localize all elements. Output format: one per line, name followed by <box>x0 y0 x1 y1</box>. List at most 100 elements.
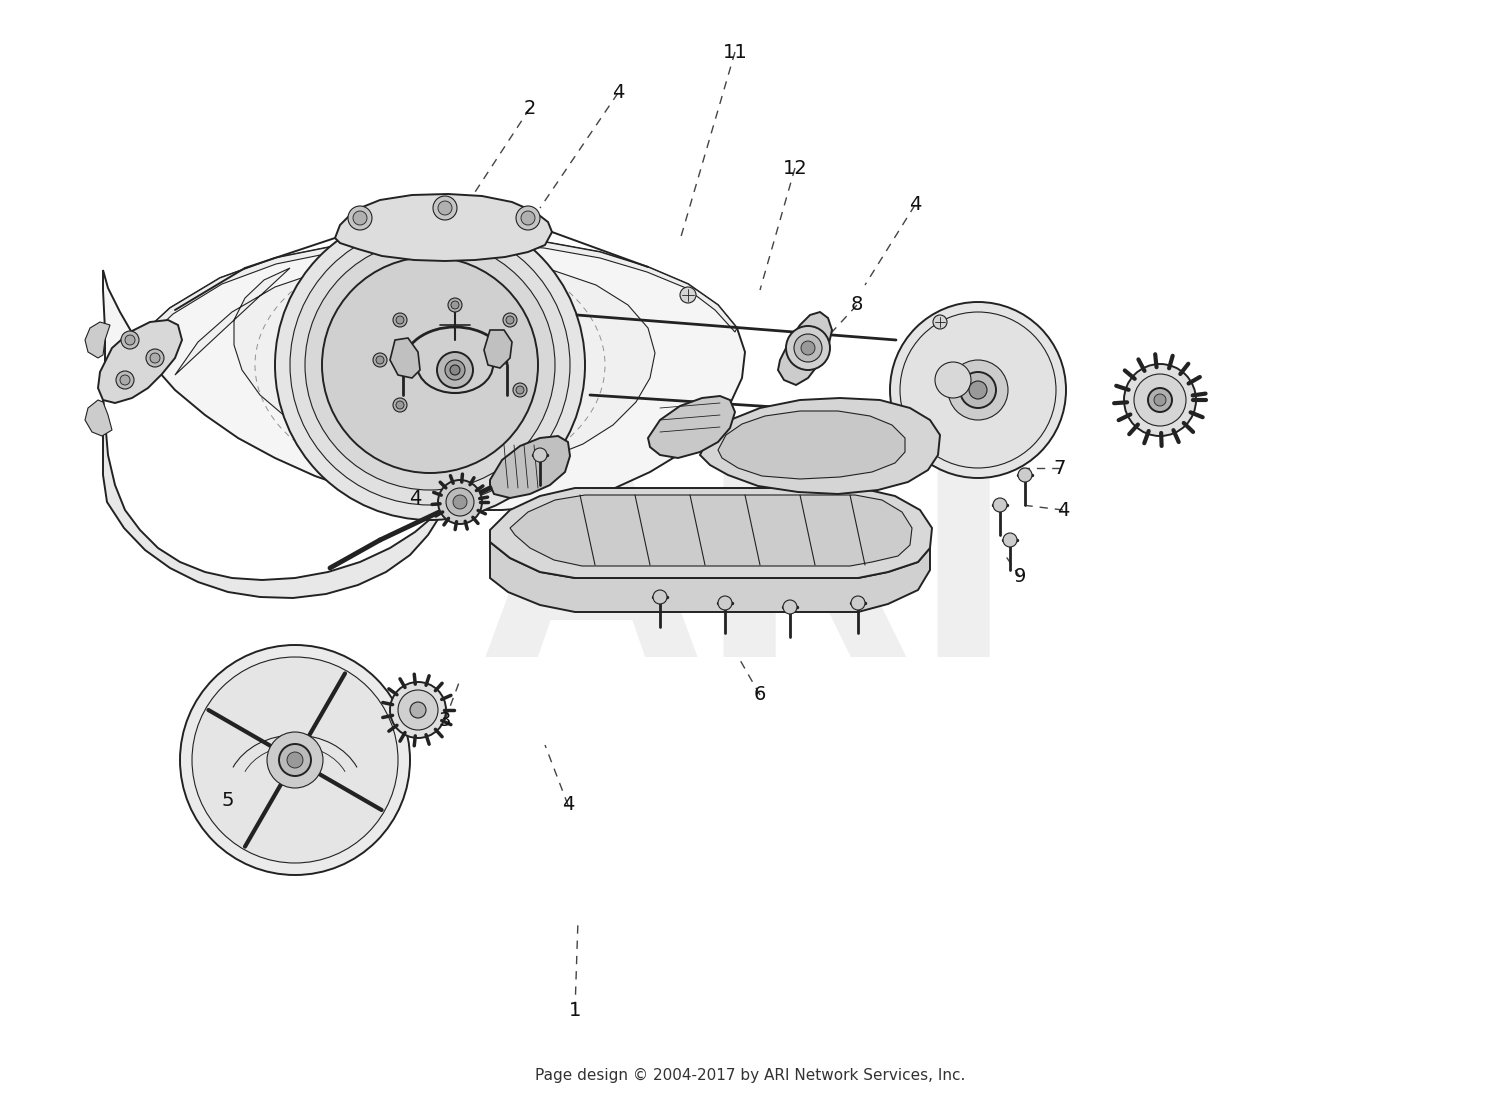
Circle shape <box>352 210 368 225</box>
Text: 4: 4 <box>1058 500 1070 519</box>
Polygon shape <box>510 495 912 566</box>
Text: 4: 4 <box>612 84 624 102</box>
Text: 3: 3 <box>440 711 452 730</box>
Text: 5: 5 <box>222 790 234 810</box>
Circle shape <box>969 381 987 399</box>
Circle shape <box>1004 533 1017 547</box>
Circle shape <box>1154 395 1166 406</box>
Polygon shape <box>86 322 109 358</box>
Text: 7: 7 <box>1054 458 1066 477</box>
Circle shape <box>453 495 466 509</box>
Circle shape <box>322 257 538 473</box>
Circle shape <box>122 331 140 349</box>
Circle shape <box>850 596 865 611</box>
Circle shape <box>446 360 465 380</box>
Text: 2: 2 <box>524 98 536 118</box>
Text: 8: 8 <box>850 295 862 314</box>
Circle shape <box>516 386 524 395</box>
Circle shape <box>290 225 570 505</box>
Circle shape <box>680 287 696 303</box>
Polygon shape <box>390 338 420 378</box>
Circle shape <box>267 732 322 788</box>
Circle shape <box>396 401 404 409</box>
Polygon shape <box>104 395 448 598</box>
Polygon shape <box>104 238 746 510</box>
Circle shape <box>794 334 822 361</box>
Polygon shape <box>490 542 930 612</box>
Circle shape <box>433 196 457 220</box>
Circle shape <box>934 361 970 398</box>
Circle shape <box>520 210 536 225</box>
Circle shape <box>438 201 452 215</box>
Circle shape <box>398 690 438 730</box>
Circle shape <box>652 590 668 604</box>
Circle shape <box>446 488 474 516</box>
Circle shape <box>532 449 548 462</box>
Circle shape <box>1124 364 1196 436</box>
Circle shape <box>124 335 135 345</box>
Circle shape <box>452 301 459 309</box>
Circle shape <box>410 702 426 719</box>
Circle shape <box>448 298 462 312</box>
Text: 6: 6 <box>754 685 766 704</box>
Text: ARI: ARI <box>484 445 1016 715</box>
Circle shape <box>933 315 946 329</box>
Circle shape <box>1134 374 1186 426</box>
Circle shape <box>718 596 732 611</box>
Circle shape <box>376 356 384 364</box>
Text: 1: 1 <box>568 1001 580 1019</box>
Circle shape <box>116 371 134 389</box>
Circle shape <box>450 365 460 375</box>
Circle shape <box>503 313 518 327</box>
Circle shape <box>286 752 303 768</box>
Circle shape <box>120 375 130 385</box>
Circle shape <box>348 206 372 230</box>
Circle shape <box>1019 468 1032 482</box>
Circle shape <box>390 682 445 738</box>
Circle shape <box>180 645 410 875</box>
Circle shape <box>304 240 555 490</box>
Polygon shape <box>718 411 904 479</box>
Circle shape <box>279 744 310 776</box>
Circle shape <box>396 316 404 324</box>
Polygon shape <box>176 258 656 471</box>
Polygon shape <box>130 238 736 350</box>
Polygon shape <box>700 398 940 494</box>
Circle shape <box>506 316 515 324</box>
Text: Page design © 2004-2017 by ARI Network Services, Inc.: Page design © 2004-2017 by ARI Network S… <box>536 1068 964 1082</box>
Circle shape <box>438 480 482 523</box>
Circle shape <box>1148 388 1172 412</box>
Circle shape <box>393 398 406 412</box>
Circle shape <box>993 498 1006 512</box>
Polygon shape <box>98 320 182 403</box>
Text: 11: 11 <box>723 43 747 62</box>
Text: 9: 9 <box>1014 568 1026 586</box>
Text: 4: 4 <box>562 796 574 814</box>
Circle shape <box>890 302 1066 478</box>
Polygon shape <box>86 400 112 436</box>
Circle shape <box>801 341 814 355</box>
Circle shape <box>786 326 830 370</box>
Text: 12: 12 <box>783 159 807 177</box>
Polygon shape <box>490 436 570 498</box>
Circle shape <box>513 383 526 397</box>
Circle shape <box>192 657 398 863</box>
Circle shape <box>393 313 406 327</box>
Text: 4: 4 <box>909 195 921 215</box>
Circle shape <box>374 353 387 367</box>
Polygon shape <box>334 194 552 261</box>
Circle shape <box>948 360 1008 420</box>
Circle shape <box>436 352 472 388</box>
Circle shape <box>274 210 585 520</box>
Circle shape <box>783 599 796 614</box>
Polygon shape <box>648 396 735 458</box>
Circle shape <box>900 312 1056 468</box>
Circle shape <box>150 353 160 363</box>
Polygon shape <box>778 312 832 385</box>
Text: 4: 4 <box>410 488 422 508</box>
Polygon shape <box>484 329 512 368</box>
Polygon shape <box>490 488 932 579</box>
Circle shape <box>146 349 164 367</box>
Circle shape <box>960 372 996 408</box>
Circle shape <box>516 206 540 230</box>
